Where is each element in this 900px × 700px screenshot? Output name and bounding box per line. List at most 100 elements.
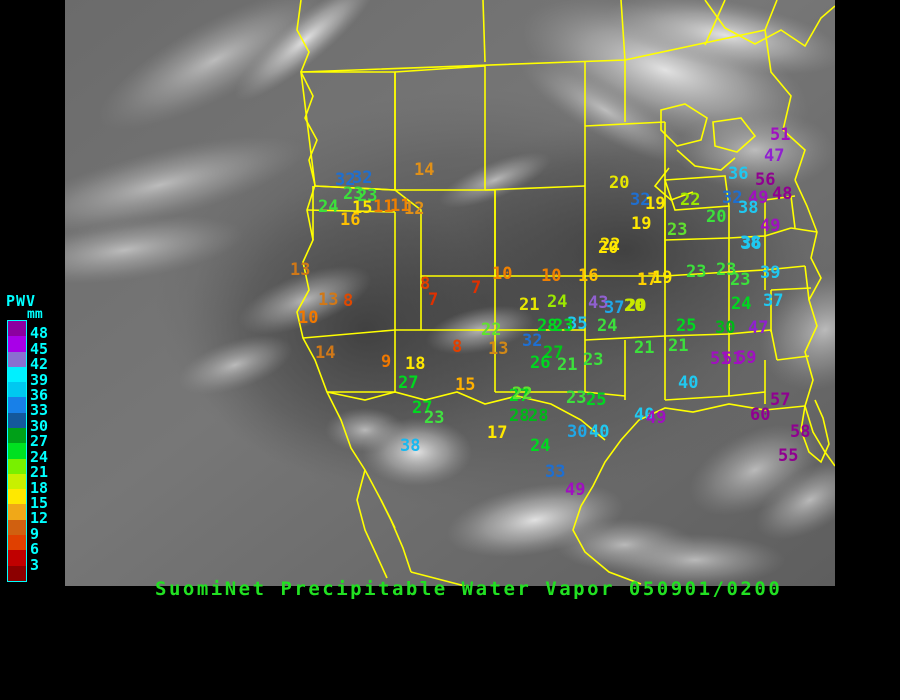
pwv-station-value: 28 [528, 406, 549, 426]
pwv-station-value: 8 [452, 337, 463, 357]
pwv-station-value: 24 [547, 292, 568, 312]
pwv-station-value: 25 [586, 390, 607, 410]
colorbar-tick: 3 [30, 555, 40, 574]
pwv-station-value: 49 [565, 480, 586, 500]
colorbar-swatch [8, 519, 26, 535]
pwv-station-value: 23 [686, 262, 707, 282]
pwv-station-value: 16 [578, 266, 599, 286]
pwv-station-value: 13 [318, 290, 339, 310]
pwv-station-value: 16 [340, 210, 361, 230]
pwv-station-value: 19 [652, 268, 673, 288]
chart-title: SuomiNet Precipitable Water Vapor 050901… [155, 578, 783, 600]
pwv-station-value: 21 [668, 336, 689, 356]
pwv-station-value: 49 [748, 188, 769, 208]
pwv-station-value: 32 [335, 170, 356, 190]
pwv-station-value: 17 [637, 270, 658, 290]
pwv-station-value: 51 [710, 349, 731, 369]
pwv-station-value: 19 [645, 194, 666, 214]
pwv-station-value: 15 [455, 375, 476, 395]
colorbar-tick: 33 [30, 401, 49, 420]
pwv-station-value: 38 [400, 436, 421, 456]
pwv-station-value: 11 [373, 197, 394, 217]
colorbar-swatch [8, 458, 26, 474]
pwv-station-value: 43 [588, 293, 609, 313]
pwv-station-value: 40 [678, 373, 699, 393]
pwv-station-value: 7 [428, 290, 439, 310]
pwv-station-value: 23 [566, 388, 587, 408]
colorbar-swatch [8, 504, 26, 520]
pwv-station-value: 36 [728, 164, 749, 184]
pwv-station-value: 15 [352, 198, 373, 218]
pwv-station-value: 30 [567, 422, 588, 442]
legend-title: PWV [6, 292, 37, 310]
pwv-station-value: 14 [315, 343, 336, 363]
colorbar-tick: 30 [30, 416, 49, 435]
colorbar-tick: 42 [30, 355, 49, 374]
pwv-station-value: 27 [543, 343, 564, 363]
pwv-station-value: 21 [557, 355, 578, 375]
pwv-station-value: 23 [343, 184, 364, 204]
pwv-station-value: 23 [716, 260, 737, 280]
water-vapor-imagery [65, 0, 835, 586]
pwv-station-value: 22 [512, 384, 533, 404]
pwv-station-value: 21 [519, 295, 540, 315]
pwv-station-value: 12 [404, 199, 425, 219]
pwv-station-value: 8 [343, 291, 354, 311]
colorbar-swatch [8, 382, 26, 398]
pwv-station-value: 48 [772, 184, 793, 204]
pwv-station-value: 37 [763, 291, 784, 311]
pwv-station-value: 51 [722, 349, 743, 369]
pwv-station-value: 20 [626, 296, 647, 316]
pwv-station-value: 17 [487, 423, 508, 443]
pwv-station-value: 49 [760, 216, 781, 236]
pwv-station-value: 57 [770, 390, 791, 410]
pwv-station-value: 24 [530, 436, 551, 456]
colorbar-tick: 45 [30, 339, 49, 358]
pwv-station-value: 32 [522, 331, 543, 351]
pwv-station-value: 23 [667, 220, 688, 240]
pwv-station-value: 58 [790, 422, 811, 442]
pwv-station-value: 9 [381, 352, 392, 372]
pwv-station-value: 32 [352, 168, 373, 188]
pwv-station-value: 10 [492, 264, 513, 284]
pwv-station-value: 60 [750, 405, 771, 425]
pwv-station-value: 7 [471, 278, 482, 298]
pwv-station-value: 37 [604, 298, 625, 318]
pwv-station-value: 23 [730, 270, 751, 290]
pwv-station-value: 23 [357, 186, 378, 206]
colorbar-tick: 21 [30, 463, 49, 482]
colorbar-swatch [8, 473, 26, 490]
pwv-station-value: 27 [412, 398, 433, 418]
pwv-station-value: 51 [770, 125, 791, 145]
pwv-station-value: 18 [405, 354, 426, 374]
colorbar-tick: 18 [30, 478, 49, 497]
pwv-station-value: 49 [646, 408, 667, 428]
pwv-station-value: 20 [598, 238, 619, 258]
pwv-station-value: 55 [778, 446, 799, 466]
pwv-station-value: 24 [597, 316, 618, 336]
colorbar-tick: 6 [30, 540, 40, 559]
colorbar-swatch [8, 565, 26, 581]
pwv-station-value: 39 [760, 263, 781, 283]
colorbar-tick: 12 [30, 509, 49, 528]
colorbar-swatch [8, 321, 26, 337]
colorbar-gradient [7, 320, 27, 582]
pwv-station-value: 22 [512, 384, 533, 404]
pwv-station-value: 24 [318, 197, 339, 217]
pwv-station-value: 13 [290, 260, 311, 280]
pwv-station-value: 23 [583, 350, 604, 370]
pwv-station-value: 28 [537, 316, 558, 336]
pwv-station-value: 47 [764, 146, 785, 166]
pwv-station-value: 32 [722, 188, 743, 208]
pwv-station-value: 10 [298, 308, 319, 328]
pwv-station-value: 8 [420, 274, 431, 294]
pwv-station-value: 59 [736, 348, 757, 368]
pwv-station-value: 20 [706, 207, 727, 227]
colorbar-swatch [8, 336, 26, 352]
pwv-station-value: 19 [631, 214, 652, 234]
colorbar-swatch [8, 351, 26, 367]
pwv-station-value: 13 [488, 339, 509, 359]
pwv-station-value: 11 [390, 196, 411, 216]
colorbar-tick: 27 [30, 432, 49, 451]
pwv-station-value: 22 [680, 190, 701, 210]
